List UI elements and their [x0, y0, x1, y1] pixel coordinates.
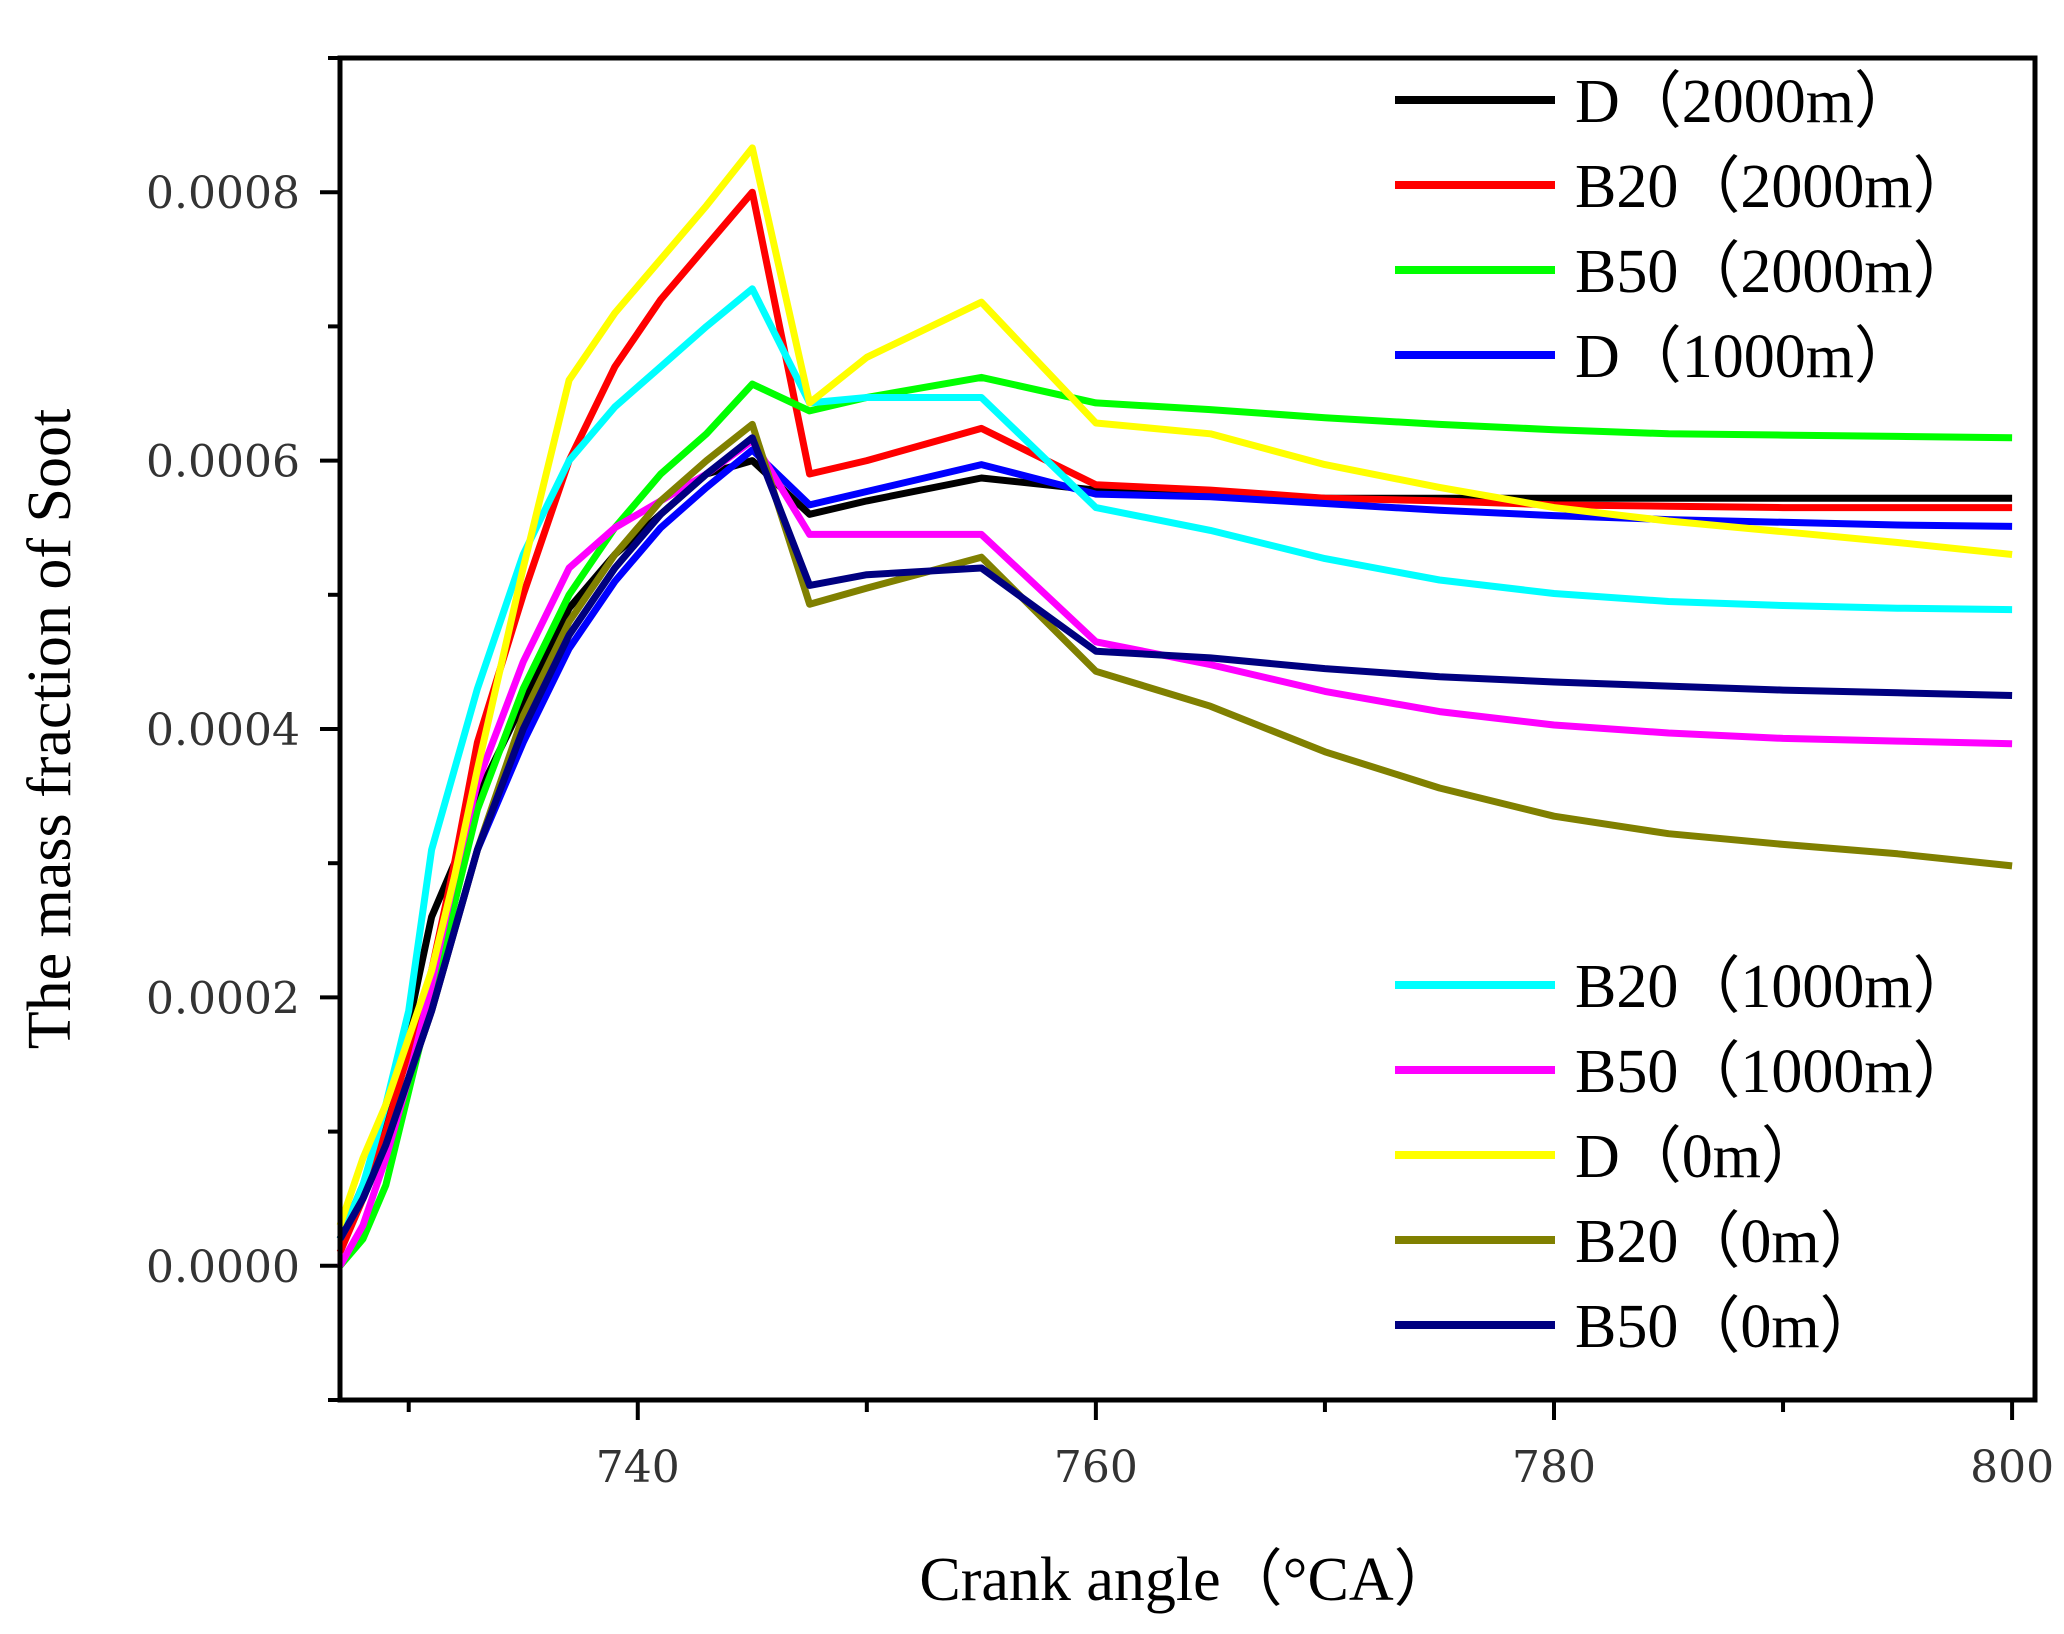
- legend-label: D（2000m）: [1575, 68, 1916, 136]
- legend-label: B20（0m）: [1575, 1208, 1882, 1276]
- x-tick-label: 740: [596, 1442, 680, 1493]
- plot-frame: [337, 55, 2038, 1403]
- x-axis-title: Crank angle（°CA）: [919, 1546, 1455, 1614]
- legend: D（2000m） B20（2000m） B50（2000m） D（1000m） B20（…: [1395, 68, 1975, 1361]
- y-tick-label: 0.0008: [146, 168, 300, 219]
- legend-label: B20（2000m）: [1575, 153, 1975, 221]
- y-tick-label: 0.0002: [146, 973, 300, 1024]
- y-axis-title: The mass fraction of Soot: [16, 409, 84, 1050]
- x-tick-label: 800: [1970, 1442, 2054, 1493]
- series-lines: [336, 144, 2013, 1269]
- series-line-D（2000m）: [336, 457, 2013, 1241]
- legend-label: D（1000m）: [1575, 323, 1916, 391]
- legend-label: B20（1000m）: [1575, 953, 1975, 1021]
- series-line-B20（1000m）: [336, 285, 2013, 1241]
- legend-label: B50（0m）: [1575, 1293, 1882, 1361]
- legend-label: B50（2000m）: [1575, 238, 1975, 306]
- x-tick-label: 780: [1512, 1442, 1596, 1493]
- legend-label: B50（1000m）: [1575, 1038, 1975, 1106]
- y-tick-label: 0.0000: [146, 1242, 300, 1293]
- series-line-D（0m）: [336, 144, 2013, 1227]
- series-line-B50（0m）: [336, 434, 2013, 1241]
- tick-labels: 740 760 780 800 0.0000 0.0002 0.0004 0.0006 0.00…: [146, 168, 2054, 1493]
- x-tick-label: 760: [1054, 1442, 1138, 1493]
- y-tick-label: 0.0006: [146, 437, 300, 488]
- legend-label: D（0m）: [1575, 1123, 1823, 1191]
- y-tick-label: 0.0004: [146, 705, 300, 756]
